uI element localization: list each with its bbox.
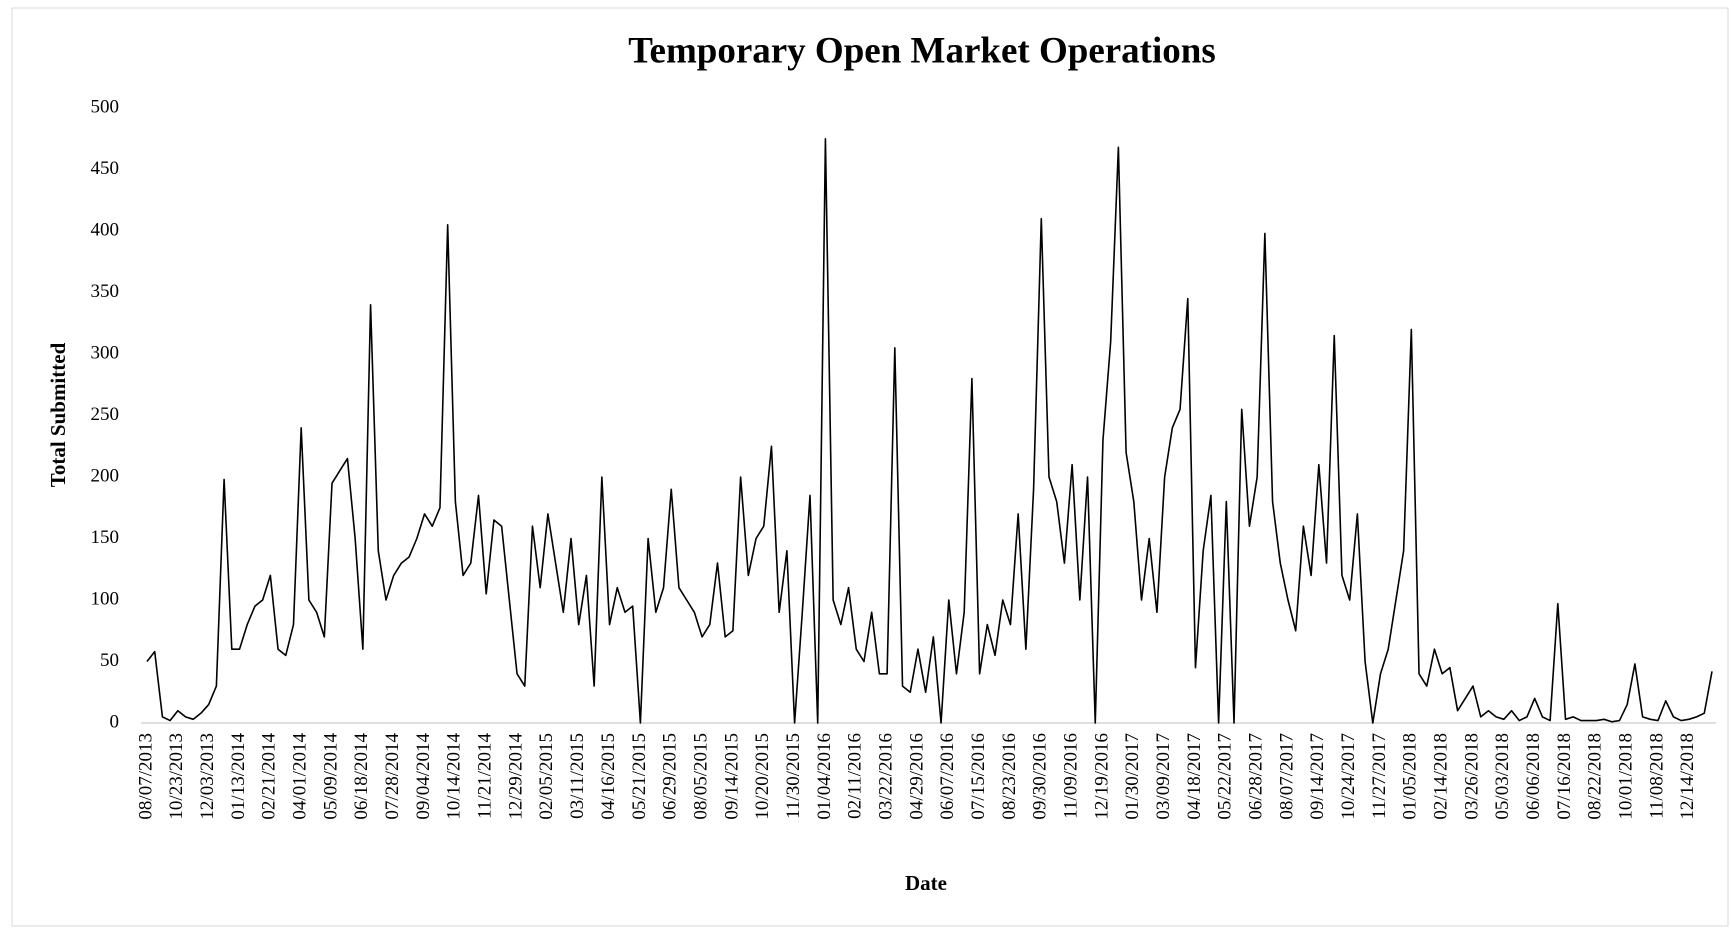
x-tick-label: 03/11/2015 (567, 733, 588, 819)
x-tick-label: 08/07/2017 (1276, 733, 1297, 820)
x-tick-label: 12/14/2018 (1677, 733, 1698, 820)
x-tick-label: 08/23/2016 (999, 733, 1020, 820)
x-tick-label: 07/16/2018 (1554, 733, 1575, 820)
x-tick-label: 02/14/2018 (1431, 733, 1452, 820)
x-tick-label: 07/28/2014 (382, 733, 403, 820)
x-tick-label: 12/29/2014 (505, 733, 526, 820)
x-tick-label: 01/30/2017 (1122, 733, 1143, 820)
x-tick-label: 09/30/2016 (1030, 733, 1051, 820)
x-tick-label: 10/14/2014 (444, 733, 465, 820)
x-tick-label: 11/27/2017 (1369, 733, 1390, 819)
y-tick-label: 500 (91, 96, 120, 117)
x-tick-label: 08/22/2018 (1585, 733, 1606, 820)
x-tick-label: 12/03/2013 (197, 733, 218, 820)
y-axis-label: Total Submitted (46, 342, 70, 487)
y-tick-label: 200 (91, 465, 120, 486)
x-tick-label: 06/18/2014 (351, 733, 372, 820)
chart-frame (11, 7, 1729, 927)
y-tick-label: 400 (91, 219, 120, 240)
chart-title: Temporary Open Market Operations (628, 30, 1216, 71)
y-tick-label: 450 (91, 158, 120, 179)
x-tick-label: 05/22/2017 (1215, 733, 1236, 820)
y-tick-label: 0 (110, 711, 120, 732)
x-tick-label: 04/01/2014 (290, 733, 311, 820)
x-tick-label: 10/23/2013 (166, 733, 187, 820)
x-tick-label: 09/04/2014 (413, 733, 434, 820)
x-axis-label: Date (905, 871, 947, 895)
x-tick-label: 03/09/2017 (1153, 733, 1174, 820)
x-tick-label: 05/09/2014 (320, 733, 341, 820)
x-tick-label: 07/15/2016 (968, 733, 989, 820)
y-tick-label: 100 (91, 588, 120, 609)
x-tick-label: 04/16/2015 (598, 733, 619, 820)
y-tick-label: 300 (91, 342, 120, 363)
x-tick-label: 02/21/2014 (259, 733, 280, 820)
x-tick-label: 09/14/2017 (1307, 733, 1328, 820)
x-tick-label: 01/05/2018 (1400, 733, 1421, 820)
x-tick-label: 11/30/2015 (783, 733, 804, 819)
x-tick-label: 01/13/2014 (228, 733, 249, 820)
x-tick-label: 06/29/2015 (660, 733, 681, 820)
x-tick-label: 10/24/2017 (1338, 733, 1359, 820)
x-tick-label: 12/19/2016 (1091, 733, 1112, 820)
x-tick-label: 06/06/2018 (1523, 733, 1544, 820)
x-tick-label: 06/28/2017 (1246, 733, 1267, 820)
x-tick-label: 10/01/2018 (1616, 733, 1637, 820)
x-tick-label: 02/05/2015 (536, 733, 557, 820)
x-tick-label: 05/21/2015 (629, 733, 650, 820)
x-tick-label: 09/14/2015 (721, 733, 742, 820)
x-tick-label: 11/21/2014 (475, 733, 496, 819)
x-tick-label: 01/04/2016 (814, 733, 835, 820)
x-tick-label: 03/26/2018 (1461, 733, 1482, 820)
x-tick-label: 03/22/2016 (875, 733, 896, 820)
x-tick-label: 04/29/2016 (906, 733, 927, 820)
y-tick-label: 150 (91, 527, 120, 548)
y-tick-label: 350 (91, 281, 120, 302)
x-tick-label: 11/09/2016 (1060, 733, 1081, 819)
x-tick-label: 08/07/2013 (135, 733, 156, 820)
data-line (146, 137, 1713, 724)
x-tick-label: 04/18/2017 (1184, 733, 1205, 820)
x-tick-label: 05/03/2018 (1492, 733, 1513, 820)
y-tick-label: 50 (100, 650, 119, 671)
x-tick-label: 02/11/2016 (845, 733, 866, 819)
y-tick-label: 250 (91, 404, 120, 425)
x-tick-label: 06/07/2016 (937, 733, 958, 820)
x-tick-label: 11/08/2018 (1646, 733, 1667, 819)
x-tick-label: 08/05/2015 (690, 733, 711, 820)
x-tick-label: 10/20/2015 (752, 733, 773, 820)
